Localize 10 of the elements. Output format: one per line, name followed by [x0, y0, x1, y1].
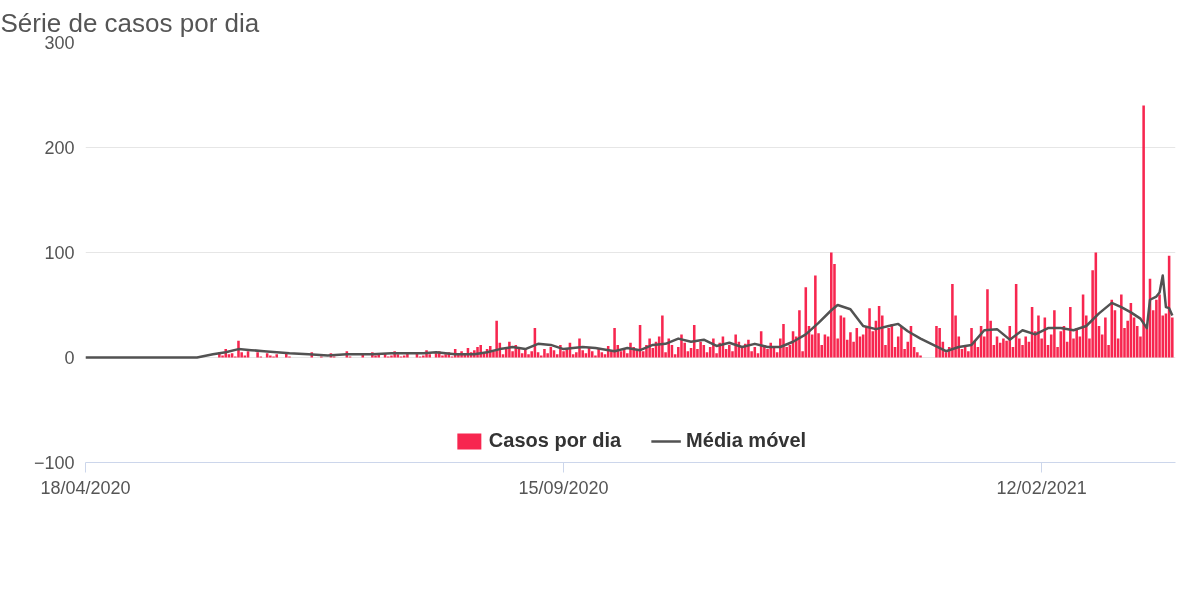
y-tick-label: 100 [44, 243, 75, 263]
legend-label: Casos por dia [488, 429, 622, 452]
x-tick-label: 12/02/2021 [996, 477, 1087, 498]
y-tick-label: 300 [44, 33, 75, 53]
y-tick-label: 0 [64, 348, 75, 368]
x-tick-label: 18/04/2020 [40, 477, 131, 498]
y-tick-label: 200 [44, 138, 75, 158]
x-tick-label: 15/09/2020 [518, 477, 609, 498]
legend-label: Média móvel [686, 429, 807, 452]
y-tick-label: −100 [33, 453, 75, 473]
